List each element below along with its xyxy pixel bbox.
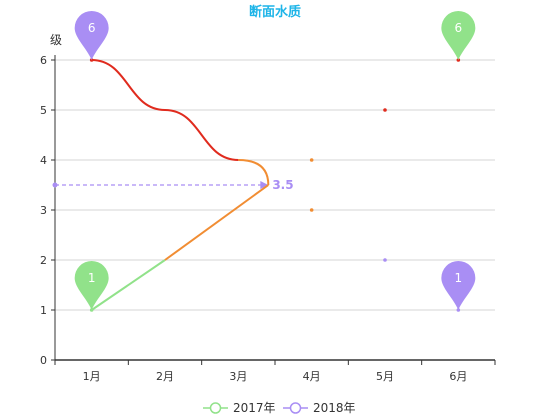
data-point bbox=[309, 158, 314, 162]
x-tick-label: 6月 bbox=[449, 370, 467, 383]
legend[interactable]: 2017年 2018年 bbox=[203, 401, 356, 415]
data-point bbox=[456, 58, 461, 62]
legend-label: 2018年 bbox=[313, 401, 356, 415]
y-tick-label: 4 bbox=[40, 154, 47, 167]
legend-marker bbox=[209, 402, 222, 414]
series-2018-line-high bbox=[91, 59, 239, 161]
data-point bbox=[89, 308, 94, 312]
y-tick-label: 0 bbox=[40, 354, 47, 367]
x-tick-label: 1月 bbox=[83, 370, 101, 383]
markline-start-dot bbox=[52, 182, 58, 188]
markline-arrow bbox=[260, 181, 269, 189]
y-tick-label: 5 bbox=[40, 104, 47, 117]
markpoint-pin bbox=[441, 261, 476, 310]
markline: 3.5 bbox=[52, 178, 294, 192]
axes bbox=[51, 55, 496, 365]
legend-item[interactable]: 2018年 bbox=[283, 401, 356, 415]
markpoint-pin bbox=[74, 11, 109, 60]
legend-item[interactable]: 2017年 bbox=[203, 401, 276, 415]
markpoints: 6 6 1 1 bbox=[74, 11, 476, 310]
data-points bbox=[89, 58, 461, 312]
y-tick-label: 3 bbox=[40, 204, 47, 217]
markpoint-label: 1 bbox=[455, 271, 463, 285]
markpoint-label: 6 bbox=[88, 21, 96, 35]
series-lines bbox=[91, 59, 270, 311]
y-axis-unit-label: 级 bbox=[50, 33, 62, 47]
data-point bbox=[456, 308, 461, 312]
markpoint-label: 6 bbox=[455, 21, 463, 35]
series-2018-line-mid bbox=[238, 159, 270, 186]
x-tick-label: 5月 bbox=[376, 370, 394, 383]
data-point bbox=[383, 258, 387, 262]
series-2017-line-mid bbox=[164, 184, 269, 261]
markpoint-pin bbox=[441, 11, 476, 60]
chart-title: 断面水质 bbox=[249, 4, 301, 20]
markpoint-pin bbox=[74, 261, 109, 310]
legend-label: 2017年 bbox=[233, 401, 276, 415]
y-tick-label: 6 bbox=[40, 54, 47, 67]
gridlines bbox=[55, 59, 495, 311]
data-point bbox=[309, 208, 314, 212]
x-tick-labels: 1月 2月 3月 4月 5月 6月 bbox=[83, 370, 468, 383]
y-tick-label: 1 bbox=[40, 304, 47, 317]
series-2017-line-low bbox=[91, 259, 166, 311]
markpoint-label: 1 bbox=[88, 271, 96, 285]
y-tick-label: 2 bbox=[40, 254, 47, 267]
x-tick-label: 3月 bbox=[229, 370, 247, 383]
data-point bbox=[383, 108, 387, 112]
y-tick-labels: 0 1 2 3 4 5 6 bbox=[40, 54, 47, 367]
markline-label: 3.5 bbox=[272, 178, 293, 192]
x-tick-label: 2月 bbox=[156, 370, 174, 383]
data-point bbox=[89, 58, 94, 62]
legend-marker bbox=[289, 402, 302, 414]
x-tick-label: 4月 bbox=[303, 370, 321, 383]
